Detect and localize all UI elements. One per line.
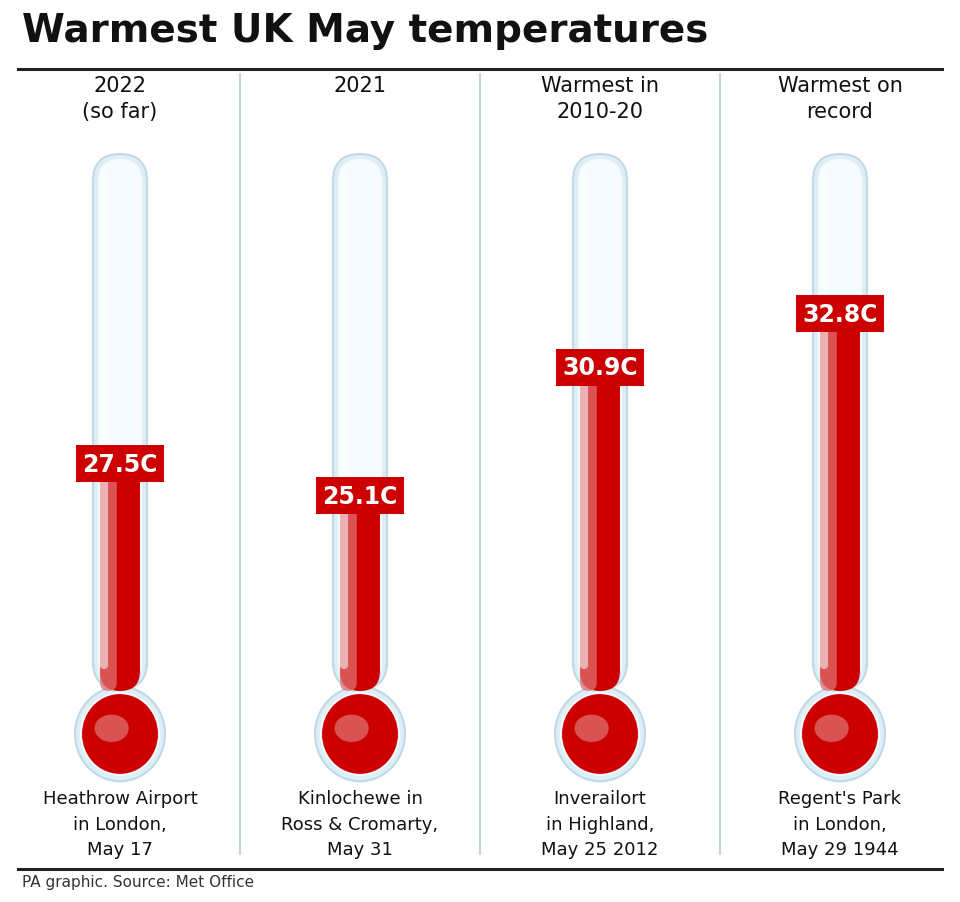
FancyBboxPatch shape xyxy=(333,155,387,689)
FancyBboxPatch shape xyxy=(818,160,862,685)
FancyBboxPatch shape xyxy=(340,170,348,669)
Ellipse shape xyxy=(562,695,638,774)
Ellipse shape xyxy=(814,714,849,742)
FancyBboxPatch shape xyxy=(578,160,622,685)
Ellipse shape xyxy=(560,692,640,776)
Ellipse shape xyxy=(802,695,878,774)
Ellipse shape xyxy=(75,687,165,781)
Text: Heathrow Airport
in London,
May 17: Heathrow Airport in London, May 17 xyxy=(42,789,198,859)
FancyBboxPatch shape xyxy=(820,305,860,691)
Ellipse shape xyxy=(322,695,398,774)
FancyBboxPatch shape xyxy=(100,170,108,669)
FancyBboxPatch shape xyxy=(340,486,357,691)
Text: 30.9C: 30.9C xyxy=(563,356,637,380)
FancyBboxPatch shape xyxy=(820,170,828,669)
Ellipse shape xyxy=(82,695,158,774)
Ellipse shape xyxy=(795,687,885,781)
FancyBboxPatch shape xyxy=(340,486,380,691)
Ellipse shape xyxy=(555,687,645,781)
Ellipse shape xyxy=(574,714,609,742)
Text: 32.8C: 32.8C xyxy=(803,302,877,327)
FancyBboxPatch shape xyxy=(98,160,142,685)
Text: PA graphic. Source: Met Office: PA graphic. Source: Met Office xyxy=(22,874,254,889)
Ellipse shape xyxy=(320,692,400,776)
Text: Inverailort
in Highland,
May 25 2012: Inverailort in Highland, May 25 2012 xyxy=(541,789,659,859)
FancyBboxPatch shape xyxy=(820,305,837,691)
Text: 2021: 2021 xyxy=(333,76,387,96)
FancyBboxPatch shape xyxy=(580,170,588,669)
FancyBboxPatch shape xyxy=(813,155,867,689)
Text: 2022
(so far): 2022 (so far) xyxy=(83,76,157,123)
Text: Warmest UK May temperatures: Warmest UK May temperatures xyxy=(22,12,708,50)
Ellipse shape xyxy=(800,692,880,776)
Text: Regent's Park
in London,
May 29 1944: Regent's Park in London, May 29 1944 xyxy=(779,789,901,859)
FancyBboxPatch shape xyxy=(93,155,147,689)
Text: Kinlochewe in
Ross & Cromarty,
May 31: Kinlochewe in Ross & Cromarty, May 31 xyxy=(281,789,439,859)
Text: Warmest on
record: Warmest on record xyxy=(778,76,902,123)
FancyBboxPatch shape xyxy=(580,358,620,691)
FancyBboxPatch shape xyxy=(580,358,597,691)
FancyBboxPatch shape xyxy=(100,454,140,691)
Ellipse shape xyxy=(94,714,129,742)
Text: 27.5C: 27.5C xyxy=(83,452,157,476)
Ellipse shape xyxy=(315,687,405,781)
Text: 25.1C: 25.1C xyxy=(323,484,397,508)
FancyBboxPatch shape xyxy=(338,160,382,685)
Ellipse shape xyxy=(334,714,369,742)
FancyBboxPatch shape xyxy=(100,454,117,691)
FancyBboxPatch shape xyxy=(573,155,627,689)
Ellipse shape xyxy=(80,692,160,776)
Text: Warmest in
2010-20: Warmest in 2010-20 xyxy=(541,76,659,123)
